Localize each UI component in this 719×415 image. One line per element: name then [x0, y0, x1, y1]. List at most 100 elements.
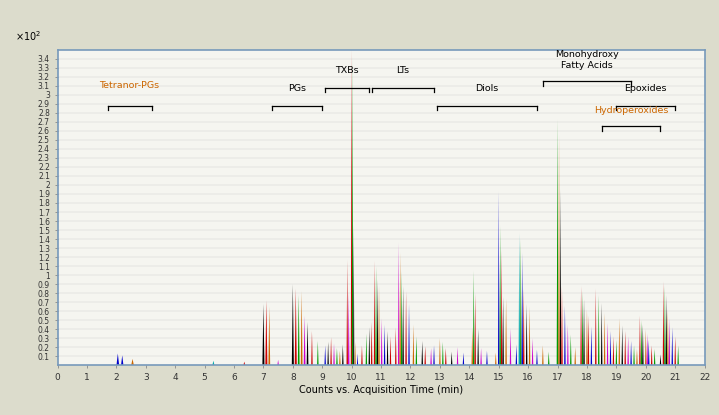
Polygon shape — [580, 286, 582, 365]
Polygon shape — [303, 316, 306, 365]
Polygon shape — [353, 225, 354, 365]
Polygon shape — [265, 300, 267, 365]
Text: Hydroperoxides: Hydroperoxides — [594, 106, 668, 115]
Polygon shape — [342, 344, 344, 365]
Polygon shape — [574, 347, 576, 365]
Polygon shape — [445, 348, 446, 365]
Polygon shape — [674, 337, 676, 365]
Polygon shape — [625, 331, 626, 365]
Polygon shape — [642, 325, 644, 365]
Polygon shape — [472, 327, 473, 365]
Polygon shape — [520, 239, 521, 365]
Polygon shape — [567, 325, 569, 365]
Polygon shape — [244, 361, 245, 365]
Polygon shape — [672, 327, 673, 365]
Polygon shape — [347, 260, 348, 365]
Text: LTs: LTs — [397, 66, 410, 75]
Polygon shape — [641, 320, 642, 365]
Polygon shape — [434, 345, 435, 365]
Polygon shape — [301, 291, 303, 365]
Polygon shape — [510, 328, 511, 365]
Polygon shape — [357, 354, 358, 365]
Polygon shape — [116, 354, 119, 365]
Polygon shape — [413, 325, 414, 365]
X-axis label: Counts vs. Acquisition Time (min): Counts vs. Acquisition Time (min) — [299, 385, 463, 395]
Polygon shape — [636, 349, 638, 365]
Polygon shape — [378, 286, 380, 365]
Polygon shape — [352, 57, 353, 365]
Polygon shape — [416, 337, 417, 365]
Polygon shape — [390, 337, 391, 365]
Polygon shape — [621, 325, 623, 365]
Polygon shape — [654, 349, 655, 365]
Polygon shape — [306, 322, 308, 365]
Polygon shape — [403, 286, 404, 365]
Polygon shape — [371, 322, 372, 365]
Polygon shape — [477, 329, 479, 365]
Polygon shape — [475, 293, 476, 365]
Polygon shape — [633, 345, 635, 365]
Polygon shape — [667, 309, 669, 365]
Polygon shape — [645, 329, 646, 365]
Polygon shape — [582, 291, 583, 365]
Polygon shape — [500, 225, 501, 365]
Polygon shape — [451, 352, 452, 365]
Polygon shape — [521, 253, 523, 365]
Polygon shape — [292, 284, 294, 365]
Polygon shape — [523, 288, 524, 365]
Polygon shape — [408, 304, 410, 365]
Polygon shape — [406, 291, 407, 365]
Polygon shape — [663, 281, 664, 365]
Polygon shape — [421, 341, 423, 365]
Polygon shape — [590, 327, 592, 365]
Polygon shape — [131, 359, 134, 365]
Text: $\times$10$^{2}$: $\times$10$^{2}$ — [16, 30, 42, 44]
Polygon shape — [557, 119, 559, 365]
Polygon shape — [615, 340, 617, 365]
Polygon shape — [607, 323, 608, 365]
Polygon shape — [374, 261, 375, 365]
Text: TXBs: TXBs — [336, 66, 359, 75]
Polygon shape — [348, 292, 349, 365]
Polygon shape — [583, 299, 585, 365]
Polygon shape — [212, 361, 214, 365]
Polygon shape — [628, 337, 629, 365]
Polygon shape — [327, 342, 329, 365]
Polygon shape — [505, 298, 507, 365]
Polygon shape — [631, 341, 632, 365]
Polygon shape — [529, 307, 531, 365]
Polygon shape — [431, 348, 432, 365]
Polygon shape — [516, 344, 517, 365]
Polygon shape — [558, 135, 560, 365]
Polygon shape — [377, 280, 378, 365]
Polygon shape — [664, 286, 666, 365]
Text: Diols: Diols — [475, 84, 498, 93]
Polygon shape — [381, 318, 383, 365]
Polygon shape — [295, 288, 297, 365]
Polygon shape — [298, 295, 300, 365]
Polygon shape — [400, 253, 401, 365]
Polygon shape — [501, 250, 503, 365]
Polygon shape — [324, 345, 326, 365]
Polygon shape — [121, 355, 124, 365]
Polygon shape — [677, 345, 679, 365]
Polygon shape — [375, 266, 377, 365]
Polygon shape — [369, 327, 370, 365]
Polygon shape — [498, 191, 500, 365]
Polygon shape — [463, 353, 464, 365]
Polygon shape — [562, 286, 563, 365]
Text: Tetranor-PGs: Tetranor-PGs — [99, 81, 160, 90]
Polygon shape — [398, 243, 400, 365]
Polygon shape — [586, 309, 587, 365]
Polygon shape — [648, 340, 649, 365]
Polygon shape — [262, 304, 265, 365]
Polygon shape — [330, 337, 331, 365]
Polygon shape — [457, 347, 458, 365]
Text: PGs: PGs — [288, 84, 306, 93]
Polygon shape — [518, 233, 520, 365]
Polygon shape — [669, 318, 670, 365]
Polygon shape — [424, 346, 426, 365]
Text: Monohydroxy
Fatty Acids: Monohydroxy Fatty Acids — [555, 50, 619, 70]
Polygon shape — [495, 353, 497, 365]
Text: Epoxides: Epoxides — [625, 84, 667, 93]
